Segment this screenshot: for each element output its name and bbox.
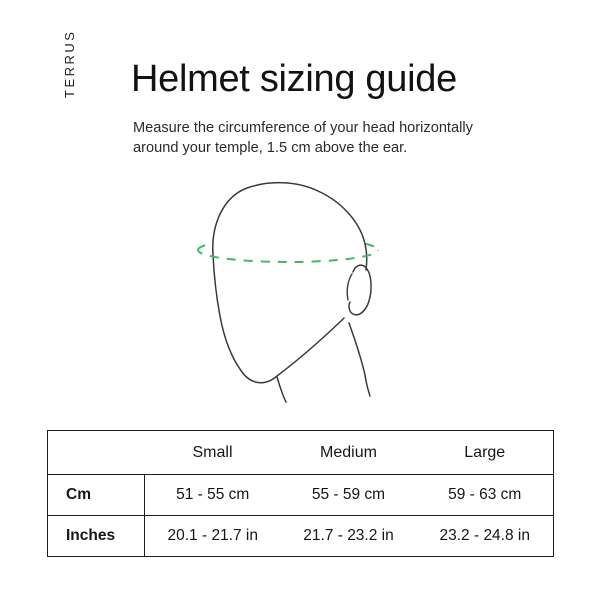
face-jaw-outline-icon	[212, 254, 345, 384]
cell-cm-small: 51 - 55 cm	[176, 486, 250, 503]
measurement-band-front-icon	[197, 249, 379, 263]
neck-back-icon	[348, 322, 371, 397]
cell-inches-medium: 21.7 - 23.2 in	[303, 527, 394, 544]
table-row-inches: Inches 20.1 - 21.7 in 21.7 - 23.2 in 23.…	[47, 515, 554, 557]
table-row-cm: Cm 51 - 55 cm 55 - 59 cm 59 - 63 cm	[47, 474, 554, 516]
size-header-row: Small Medium Large	[48, 431, 554, 475]
page-subtitle: Measure the circumference of your head h…	[133, 120, 473, 156]
column-header-small: Small	[192, 443, 233, 461]
page-title: Helmet sizing guide	[131, 58, 457, 100]
cell-inches-large: 23.2 - 24.8 in	[439, 527, 530, 544]
skull-outline-icon	[212, 181, 368, 271]
row-label-cm: Cm	[47, 474, 145, 516]
head-silhouette-fill	[212, 182, 367, 383]
ear-outer-icon	[348, 264, 372, 316]
row-label-inches: Inches	[47, 515, 145, 557]
column-header-medium: Medium	[320, 443, 377, 461]
sizing-table: Small Medium Large Cm 51 - 55 cm 55 - 59…	[47, 430, 554, 557]
corner-cell	[48, 431, 145, 475]
cell-cm-medium: 55 - 59 cm	[311, 486, 386, 503]
cell-cm-large: 59 - 63 cm	[448, 486, 522, 503]
column-header-large: Large	[464, 443, 506, 461]
neck-front-icon	[276, 376, 287, 403]
cell-inches-small: 20.1 - 21.7 in	[167, 527, 258, 544]
ear-inner-icon	[346, 273, 353, 301]
